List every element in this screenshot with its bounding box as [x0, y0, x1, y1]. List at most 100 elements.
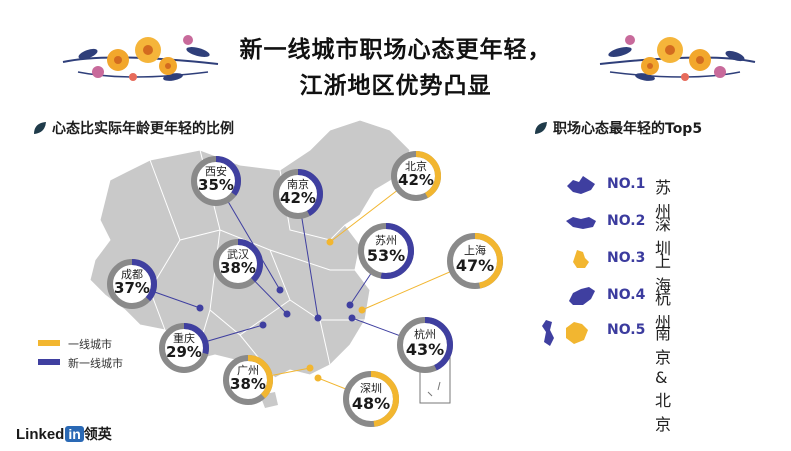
city-dot — [259, 321, 267, 329]
donut-city-name: 苏州 — [375, 234, 397, 247]
legend-swatch-tier1 — [38, 340, 60, 346]
city-donut: 苏州 53% — [357, 222, 415, 280]
suzhou-shape-icon — [567, 176, 595, 194]
legend-label-tier1: 一线城市 — [68, 338, 112, 351]
legend-swatch-new-tier1 — [38, 359, 60, 365]
donut-percentage: 37% — [114, 279, 150, 297]
page-title-line2: 江浙地区优势凸显 — [299, 73, 492, 99]
donut-percentage: 48% — [351, 394, 391, 413]
top5-section-heading: 职场心态最年轻的Top5 — [533, 118, 702, 138]
city-dot — [276, 286, 284, 294]
floral-right-decoration — [599, 35, 756, 81]
donut-ring — [397, 317, 453, 373]
map-heading-text: 心态比实际年龄更年轻的比例 — [52, 121, 234, 137]
hangzhou-shape-icon — [569, 287, 595, 305]
donut-percentage: 35% — [198, 176, 234, 194]
legend-item-tier1: 一线城市 — [38, 336, 112, 352]
legend-label-new-tier1: 新一线城市 — [68, 357, 123, 370]
donut-ring — [107, 259, 157, 309]
city-dot — [358, 306, 366, 314]
donut-percentage: 29% — [166, 343, 202, 361]
donut-city-name: 上海 — [464, 244, 486, 257]
city-dot — [314, 314, 322, 322]
top5-rank: NO.3 — [607, 250, 646, 266]
city-dot — [326, 238, 334, 246]
donut-ring — [358, 223, 414, 279]
donut-city-name: 西安 — [205, 165, 227, 178]
leaf-icon — [535, 122, 547, 134]
donut-arc — [191, 156, 241, 206]
logo-in-badge: in — [65, 426, 84, 442]
donut-arc — [397, 317, 453, 373]
leaf-icon — [34, 122, 46, 134]
donut-city-name: 武汉 — [227, 248, 249, 261]
logo-word: Linked — [16, 426, 65, 443]
donut-arc — [107, 259, 157, 309]
city-dot — [306, 364, 314, 372]
donut-ring — [213, 239, 263, 289]
city-donut: 广州 38% — [222, 354, 274, 406]
donut-percentage: 38% — [220, 259, 256, 277]
donut-city-name: 南京 — [287, 178, 309, 191]
city-dot — [346, 301, 354, 309]
donut-arc — [343, 371, 399, 427]
donut-city-name: 北京 — [405, 160, 427, 173]
city-donut: 杭州 43% — [396, 316, 454, 374]
donut-ring — [191, 156, 241, 206]
donut-percentage: 47% — [455, 256, 495, 275]
city-donut: 上海 47% — [446, 232, 504, 290]
donut-percentage: 43% — [405, 340, 445, 359]
donut-city-name: 重庆 — [173, 332, 195, 345]
city-donut: 南京 42% — [272, 168, 324, 220]
donut-ring — [343, 371, 399, 427]
page-title-line1: 新一线城市职场心态更年轻， — [239, 37, 552, 63]
donut-arc — [159, 323, 209, 373]
city-donut: 重庆 29% — [158, 322, 210, 374]
donut-ring — [391, 151, 441, 201]
donut-arc — [213, 239, 263, 289]
donut-percentage: 53% — [366, 246, 406, 265]
donut-city-name: 深圳 — [360, 382, 382, 395]
donut-city-name: 广州 — [237, 364, 259, 377]
city-donut: 武汉 38% — [212, 238, 264, 290]
top5-city: 深圳 — [655, 215, 672, 258]
top5-rank: NO.4 — [607, 287, 646, 303]
top5-city: 杭州 — [655, 289, 672, 332]
city-dots — [196, 238, 366, 382]
shenzhen-shape-icon — [566, 217, 596, 229]
donut-arc — [358, 223, 414, 279]
shanghai-shape-icon — [573, 250, 589, 268]
map-section-heading: 心态比实际年龄更年轻的比例 — [32, 118, 234, 138]
top5-city: 南京&北京 — [655, 324, 672, 434]
top5-rank: NO.2 — [607, 213, 646, 229]
donut-ring — [223, 355, 273, 405]
donut-ring — [159, 323, 209, 373]
top5-heading-text: 职场心态最年轻的Top5 — [553, 121, 703, 137]
legend-item-new-tier1: 新一线城市 — [38, 355, 123, 371]
donut-arc — [223, 355, 273, 405]
city-dot — [196, 304, 204, 312]
floral-left-decoration — [62, 35, 219, 81]
logo-cn: 领英 — [83, 426, 112, 442]
top5-rank: NO.1 — [607, 176, 646, 192]
city-donut: 北京 42% — [390, 150, 442, 202]
city-donut: 深圳 48% — [342, 370, 400, 428]
donut-ring — [447, 233, 503, 289]
city-donut: 西安 35% — [190, 155, 242, 207]
city-donut: 成都 37% — [106, 258, 158, 310]
city-dot — [283, 310, 291, 318]
top5-rank: NO.5 — [607, 322, 646, 338]
donut-city-name: 成都 — [121, 268, 143, 281]
top5-city: 上海 — [655, 252, 672, 295]
city-dot — [348, 314, 356, 322]
donut-percentage: 42% — [280, 189, 316, 207]
top5-city: 苏州 — [655, 178, 672, 221]
donut-arc — [447, 233, 503, 289]
donut-arc — [391, 151, 441, 201]
nanjing-beijing-shape-icon — [542, 320, 588, 346]
donut-percentage: 38% — [230, 375, 266, 393]
linkedin-logo: Linked in 领英 — [16, 424, 112, 444]
city-dot — [314, 374, 322, 382]
donut-percentage: 42% — [398, 171, 434, 189]
donut-ring — [273, 169, 323, 219]
